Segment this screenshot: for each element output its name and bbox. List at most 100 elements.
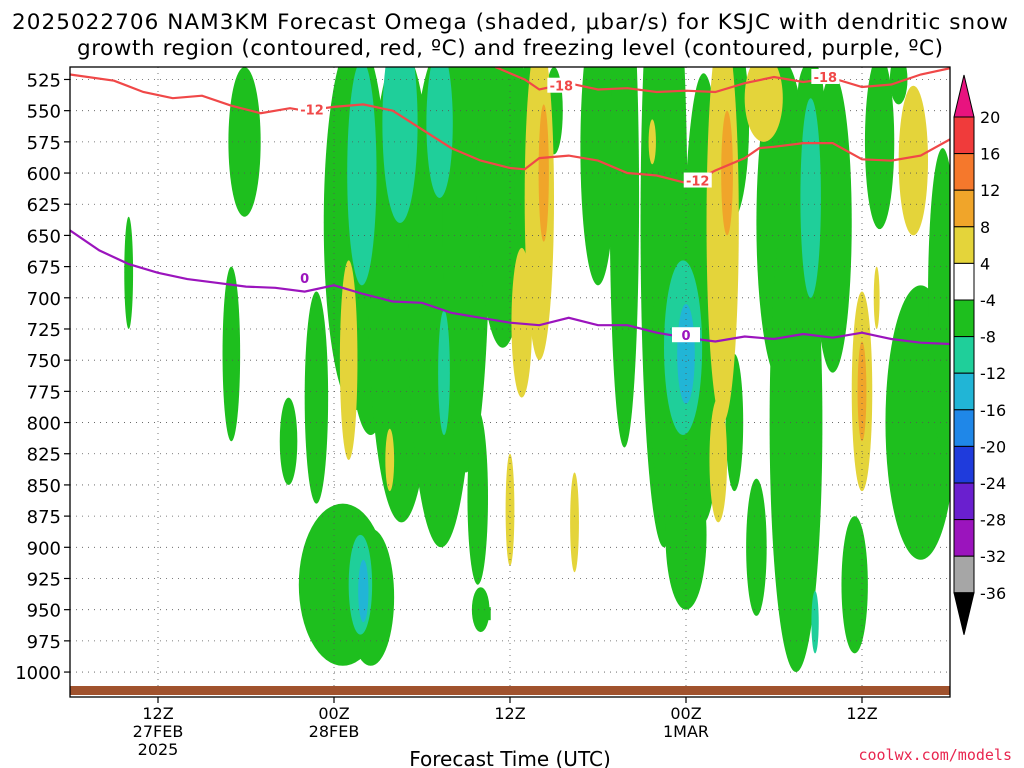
colorbar-label: -32 — [980, 547, 1006, 566]
omega-shading — [124, 67, 950, 673]
colorbar-label: -12 — [980, 364, 1006, 383]
y-tick-label: 700 — [27, 289, 61, 310]
colorbar-label: -4 — [980, 291, 996, 310]
y-tick-label: 1000 — [15, 663, 61, 684]
contour-label-bg — [298, 101, 326, 117]
colorbar-swatch — [953, 299, 975, 338]
contour-label-bg — [683, 172, 712, 188]
contour-label-bg — [547, 77, 576, 93]
omega-blob — [864, 67, 895, 230]
x-tick-label: 00Z — [318, 704, 349, 723]
omega-blob — [382, 67, 418, 223]
omega-blob — [477, 607, 491, 621]
y-tick-label: 550 — [27, 102, 61, 123]
colorbar-label: 20 — [980, 108, 1000, 127]
omega-blob — [438, 310, 450, 436]
x-tick-date: 1MAR — [663, 722, 709, 741]
omega-blob — [304, 291, 329, 504]
omega-blob — [665, 459, 707, 610]
y-tick-label: 825 — [27, 445, 61, 466]
omega-blob — [609, 67, 640, 448]
omega-blob — [706, 67, 739, 423]
colorbar-swatch — [953, 445, 975, 484]
omega-blob — [873, 266, 880, 329]
omega-blob — [124, 216, 134, 329]
omega-blob — [222, 266, 241, 442]
x-tick-date: 27FEB — [133, 722, 184, 741]
contours: -12 -18 -12 -18 0 0 — [70, 67, 950, 346]
colorbar-label: 8 — [980, 218, 990, 237]
colorbar-label: -8 — [980, 328, 996, 347]
colorbar-label: 12 — [980, 181, 1000, 200]
colorbar-swatch — [953, 189, 975, 228]
x-tick-label: 12Z — [142, 704, 173, 723]
colorbar-swatch — [953, 555, 975, 594]
y-tick-label: 625 — [27, 195, 61, 216]
x-tick-label: 12Z — [494, 704, 525, 723]
omega-blob — [811, 590, 819, 654]
y-tick-label: 725 — [27, 320, 61, 341]
dgz-label: -12 — [686, 175, 710, 190]
colorbar-swatch — [953, 153, 975, 191]
contour-label-bg — [672, 327, 700, 343]
y-tick-label: 800 — [27, 414, 61, 435]
colorbar-swatch — [953, 519, 975, 557]
colorbar-swatch — [953, 372, 975, 411]
omega-blob — [721, 110, 733, 236]
colorbar-label: -36 — [980, 584, 1006, 603]
colorbar-label: -16 — [980, 401, 1006, 420]
x-axis-label: Forecast Time (UTC) — [409, 747, 611, 768]
omega-blob — [744, 67, 783, 142]
y-tick-label: 750 — [27, 351, 61, 372]
chart-title-line2: growth region (contoured, red, ºC) and f… — [77, 36, 943, 61]
colorbar-swatch — [953, 262, 975, 301]
dgz-label: -12 — [300, 103, 324, 118]
x-tick-label: 00Z — [670, 704, 701, 723]
colorbar-swatch — [953, 482, 975, 521]
colorbar-label: -28 — [980, 511, 1006, 530]
colorbar-label: -24 — [980, 474, 1006, 493]
y-tick-label: 950 — [27, 601, 61, 622]
x-tick-year: 2025 — [138, 740, 179, 759]
y-tick-label: 675 — [27, 258, 61, 279]
omega-blob — [800, 98, 821, 298]
omega-blob — [928, 148, 950, 448]
colorbar-swatch — [953, 336, 975, 374]
omega-blob — [580, 67, 616, 286]
omega-blob — [505, 453, 515, 567]
omega-blob — [467, 410, 488, 585]
y-tick-label: 875 — [27, 507, 61, 528]
plot-area: -12 -18 -12 -18 0 0 — [70, 67, 950, 697]
y-tick-label: 975 — [27, 632, 61, 653]
colorbar-swatch — [953, 116, 975, 155]
omega-blob — [709, 397, 728, 523]
y-tick-label: 600 — [27, 164, 61, 185]
freezing-label: 0 — [300, 272, 309, 287]
contour-label-bg — [290, 269, 319, 285]
chart-title-line1: 2025022706 NAM3KM Forecast Omega (shaded… — [12, 10, 1008, 35]
y-tick-label: 850 — [27, 476, 61, 497]
omega-blob — [538, 104, 549, 242]
colorbar-label: -20 — [980, 437, 1006, 456]
omega-blob — [746, 478, 767, 616]
y-tick-label: 575 — [27, 133, 61, 154]
omega-blob — [841, 516, 868, 654]
omega-blob — [347, 67, 377, 286]
colorbar-label: 16 — [980, 145, 1000, 164]
colorbar-swatch — [953, 226, 975, 264]
omega-blob — [426, 67, 453, 198]
freezing-level-contour — [70, 229, 950, 346]
y-axis: 525 550 575 600 625 650 675 700 725 750 775 800 825 8… — [15, 70, 70, 684]
dgz-top-contour — [70, 73, 950, 185]
colorbar: 20 16 12 8 4 -4 -8 -12 -16 -20 -24 -28 -32 -36 — [953, 74, 1006, 635]
credit-text: coolwx.com/models — [858, 746, 1012, 764]
omega-blob — [358, 559, 369, 623]
omega-blob — [889, 67, 908, 105]
x-tick-label: 12Z — [846, 704, 877, 723]
y-tick-label: 925 — [27, 569, 61, 590]
omega-blob — [898, 85, 928, 236]
colorbar-label: 4 — [980, 254, 990, 273]
dgz-label: -18 — [814, 71, 838, 86]
freezing-label: 0 — [681, 329, 690, 344]
